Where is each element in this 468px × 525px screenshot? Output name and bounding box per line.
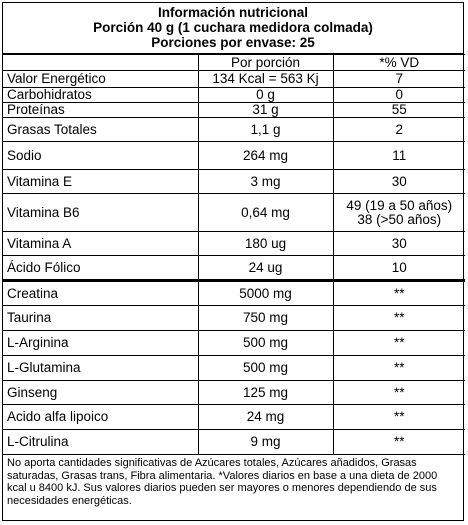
cell: 9 mg [197, 429, 334, 455]
cell: ** [332, 380, 465, 405]
cell: ** [332, 330, 465, 356]
nutrient-name: Carbohidratos [3, 87, 199, 103]
nutrient-name: Vitamina E [3, 169, 199, 194]
cell: 31 g [197, 102, 334, 118]
cell: 24 mg [197, 404, 334, 430]
nutrient-row: Ácido Fólico 24 ug 10 [3, 255, 465, 282]
nutrient-name: Acido alfa lipoico [3, 404, 199, 430]
nutrient-name: Ácido Fólico [3, 255, 199, 282]
nutrient-name: Vitamina A [3, 231, 199, 256]
nutrition-table: Por porción *% VD Valor Energético 134 Kcal… [3, 54, 465, 455]
nutrient-name: L-Arginina [3, 330, 199, 356]
nutrient-row: Acido alfa lipoico 24 mg ** [3, 404, 465, 430]
column-header: *% VD [332, 54, 465, 71]
nutrient-row: Valor Energético 134 Kcal = 563 Kj 7 [3, 70, 465, 88]
cell: 0 g [197, 87, 334, 103]
nutrient-row: Vitamina A 180 ug 30 [3, 231, 465, 256]
column-header-row: Por porción *% VD [3, 54, 465, 71]
header-line: Porción 40 g (1 cuchara medidora colmada… [93, 20, 373, 35]
nutrient-row: L-Citrulina 9 mg ** [3, 429, 465, 455]
cell: ** [332, 404, 465, 430]
nutrient-row: Sodio 264 mg 11 [3, 141, 465, 170]
header: Información nutricional Porción 40 g (1 c… [3, 3, 463, 54]
cell: 49 (19 a 50 años) 38 (>50 años) [332, 193, 465, 232]
cell: 5000 mg [197, 280, 334, 306]
cell: 1,1 g [197, 117, 334, 142]
nutrient-row: Creatina 5000 mg ** [3, 280, 465, 306]
column-header: Por porción [197, 54, 334, 71]
cell: 11 [332, 141, 465, 170]
cell: 750 mg [197, 305, 334, 331]
header-line: Información nutricional [157, 5, 308, 20]
cell: 7 [332, 70, 465, 88]
cell: 180 ug [197, 231, 334, 256]
cell: 125 mg [197, 380, 334, 405]
cell: 2 [332, 117, 465, 142]
nutrient-name: Taurina [3, 305, 199, 331]
cell-line: 38 (>50 años) [357, 211, 442, 227]
nutrient-row: Taurina 750 mg ** [3, 305, 465, 331]
cell: 24 ug [197, 255, 334, 282]
nutrient-row: Proteínas 31 g 55 [3, 102, 465, 118]
cell: 30 [332, 231, 465, 256]
nutrient-row: L-Arginina 500 mg ** [3, 330, 465, 356]
nutrient-name: Valor Energético [3, 70, 199, 88]
nutrient-name: L-Citrulina [3, 429, 199, 455]
nutrient-row: Ginseng 125 mg ** [3, 380, 465, 405]
header-line: Porciones por envase: 25 [151, 35, 315, 50]
cell: ** [332, 305, 465, 331]
cell: 500 mg [197, 355, 334, 381]
nutrient-name: L-Glutamina [3, 355, 199, 381]
nutrient-name: Creatina [3, 280, 199, 306]
cell: ** [332, 355, 465, 381]
cell: 10 [332, 255, 465, 282]
cell: 30 [332, 169, 465, 194]
cell: 55 [332, 102, 465, 118]
cell: 0 [332, 87, 465, 103]
nutrient-row: L-Glutamina 500 mg ** [3, 355, 465, 381]
cell: ** [332, 280, 465, 306]
cell: 264 mg [197, 141, 334, 170]
nutrient-name: Grasas Totales [3, 117, 199, 142]
footnote: No aporta cantidades significativas de A… [7, 457, 438, 507]
column-header [3, 54, 199, 71]
cell: ** [332, 429, 465, 455]
cell-line: 49 (19 a 50 años) [346, 197, 453, 213]
nutrition-panel: Información nutricional Porción 40 g (1 c… [2, 2, 465, 521]
nutrient-name: Ginseng [3, 380, 199, 405]
cell: 0,64 mg [197, 193, 334, 232]
nutrient-row: Vitamina B6 0,64 mg 49 (19 a 50 años) 38 (>… [3, 193, 465, 232]
nutrient-name: Proteínas [3, 102, 199, 118]
cell: 3 mg [197, 169, 334, 194]
nutrient-name: Sodio [3, 141, 199, 170]
nutrient-name: Vitamina B6 [3, 193, 199, 232]
cell: 134 Kcal = 563 Kj [197, 70, 334, 88]
cell: 500 mg [197, 330, 334, 356]
